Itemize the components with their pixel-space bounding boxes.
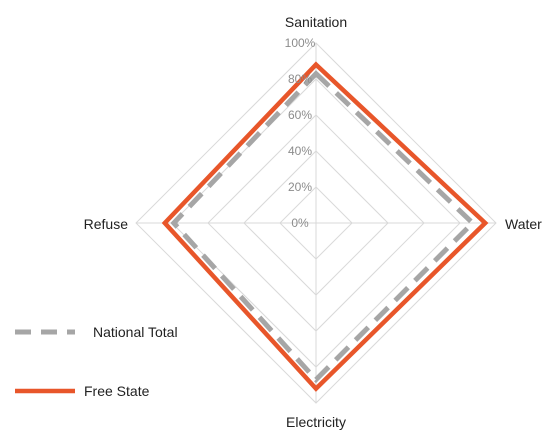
r-tick-label: 100% [285,36,316,50]
legend-label-national-total: National Total [93,324,178,340]
radar-grid [135,42,497,404]
r-tick-label: 0% [291,216,309,230]
r-tick-label: 20% [288,180,312,194]
r-tick-label: 40% [288,144,312,158]
legend: National Total Free State [15,324,178,399]
r-tick-label: 80% [288,72,312,86]
radial-tick-labels: 0% 20% 40% 60% 80% 100% [285,36,316,230]
axis-label-water: Water [505,216,542,232]
axis-label-sanitation: Sanitation [285,14,347,30]
axis-label-refuse: Refuse [84,216,129,232]
r-tick-label: 60% [288,108,312,122]
legend-label-free-state: Free State [84,383,150,399]
axis-label-electricity: Electricity [286,414,346,430]
series-line-free-state [161,61,489,392]
radar-series [161,61,489,392]
series-line-national-total [170,70,477,384]
